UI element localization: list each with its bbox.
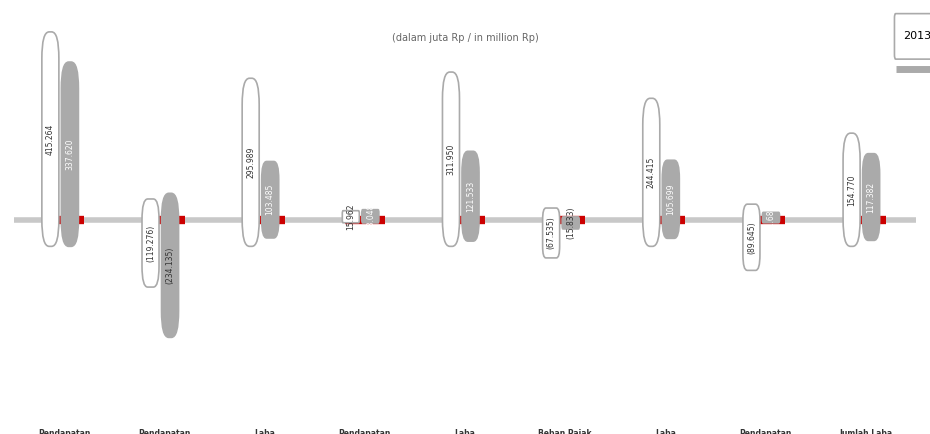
Text: 15.962: 15.962 [346, 204, 355, 230]
Text: 415.264: 415.264 [46, 123, 55, 155]
Text: Pendapatan: Pendapatan [739, 429, 791, 434]
FancyBboxPatch shape [863, 154, 880, 240]
Text: Pendapatan: Pendapatan [339, 429, 391, 434]
Text: (15.833): (15.833) [566, 207, 575, 239]
Text: (67.535): (67.535) [547, 217, 555, 250]
FancyBboxPatch shape [162, 193, 179, 337]
FancyBboxPatch shape [743, 204, 760, 270]
FancyBboxPatch shape [342, 210, 359, 223]
Text: 244.415: 244.415 [646, 157, 656, 188]
FancyBboxPatch shape [542, 208, 560, 258]
Text: Pendapatan: Pendapatan [38, 429, 90, 434]
Text: Laba: Laba [254, 429, 275, 434]
Text: 337.620: 337.620 [65, 138, 74, 170]
Text: 121.533: 121.533 [466, 181, 475, 212]
FancyBboxPatch shape [261, 161, 279, 238]
FancyBboxPatch shape [142, 199, 159, 287]
Text: 103.485: 103.485 [266, 184, 274, 215]
Text: Jumlah Laba: Jumlah Laba [839, 429, 892, 434]
FancyBboxPatch shape [61, 62, 78, 247]
Text: Laba: Laba [455, 429, 475, 434]
Text: Laba: Laba [655, 429, 676, 434]
Text: 295.989: 295.989 [246, 147, 255, 178]
Text: 18.048: 18.048 [365, 203, 375, 230]
Text: (234.135): (234.135) [166, 247, 175, 284]
Text: Beban Pajak: Beban Pajak [538, 429, 592, 434]
Text: 11.683: 11.683 [766, 204, 776, 231]
Text: 2013: 2013 [903, 31, 930, 41]
FancyBboxPatch shape [895, 13, 930, 59]
FancyBboxPatch shape [844, 133, 860, 247]
FancyBboxPatch shape [462, 151, 479, 241]
Text: (89.645): (89.645) [747, 221, 756, 253]
Text: 117.382: 117.382 [867, 181, 876, 213]
FancyBboxPatch shape [42, 32, 59, 247]
FancyBboxPatch shape [562, 217, 579, 229]
FancyBboxPatch shape [242, 78, 259, 247]
Text: 311.950: 311.950 [446, 144, 456, 175]
FancyBboxPatch shape [362, 210, 379, 223]
FancyBboxPatch shape [443, 72, 459, 247]
FancyBboxPatch shape [643, 99, 659, 247]
Text: (dalam juta Rp / in million Rp): (dalam juta Rp / in million Rp) [392, 33, 538, 43]
FancyBboxPatch shape [662, 160, 679, 238]
Text: 105.699: 105.699 [666, 184, 675, 215]
Text: (119.276): (119.276) [146, 224, 155, 262]
FancyBboxPatch shape [763, 212, 779, 223]
Text: Pendapatan: Pendapatan [139, 429, 191, 434]
Text: 154.770: 154.770 [847, 174, 857, 206]
